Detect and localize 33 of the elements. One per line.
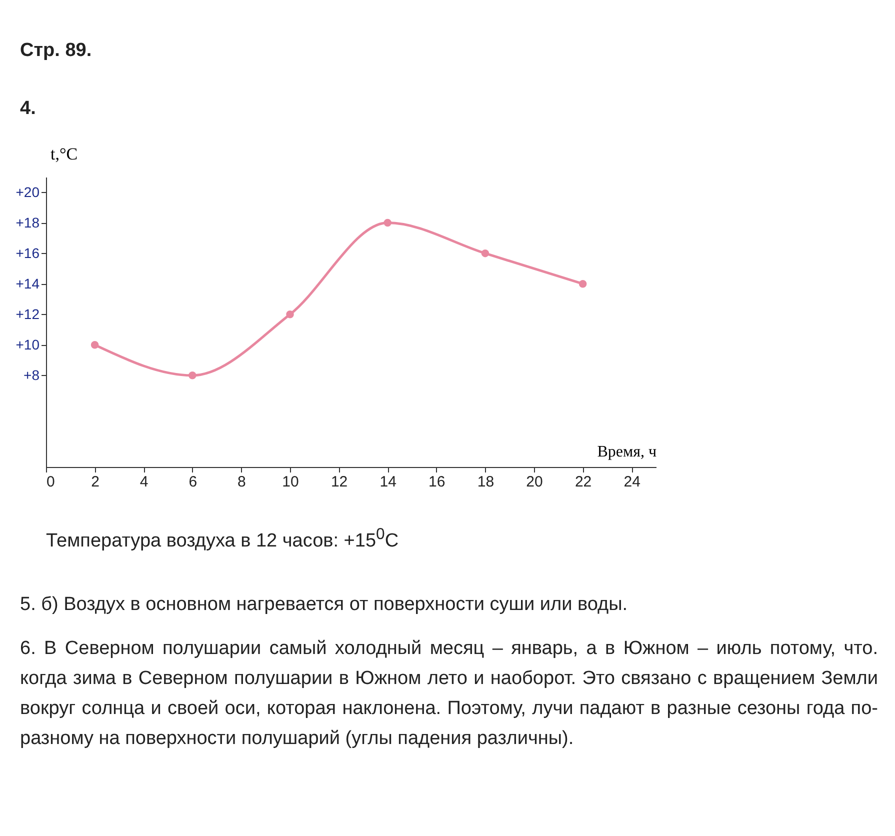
x-tick-label: 16 — [428, 474, 446, 490]
y-tick-label: +20 — [16, 184, 40, 200]
x-tick-label: 12 — [330, 474, 348, 490]
y-tick-label: +16 — [16, 244, 40, 261]
point — [286, 310, 294, 318]
y-tick-label: +14 — [16, 275, 40, 292]
point — [188, 372, 196, 380]
y-tick-label: +10 — [16, 336, 40, 352]
point — [481, 249, 490, 258]
text: Температура воздуха в 12 часов: +15$^{0}$C — [46, 525, 400, 554]
text: 6. В Северном полушарии самый холодный месяц – январь, а в Южном – июль потому, что. когда зима в Северном полушарии в Южном лето и наоборот. Это связано с вращением Земли вокруг солнца и своей оси, которая наклонена. Поэтому, лучи падают в разные сезоны года по-разному на поверхности полушарий (углы падения различны). — [20, 637, 878, 752]
x-tick-label: 18 — [477, 474, 494, 490]
x-tick-label: 2 — [91, 474, 100, 490]
chart-subtitle: 4. — [20, 98, 36, 120]
x-tick-label: 0 — [46, 474, 55, 490]
x-tick-label: 20 — [526, 474, 543, 490]
x-tick-label: 6 — [188, 474, 198, 490]
x-axis-title: Время, ч — [597, 444, 656, 460]
chart-title: Стр. 89. — [20, 40, 92, 62]
x-tick-label: 10 — [282, 474, 299, 490]
point — [90, 341, 99, 349]
x-tick-label: 14 — [380, 474, 396, 490]
x-tick-label: 22 — [574, 474, 592, 490]
y-tick-label: +12 — [16, 306, 40, 322]
x-tick-label: 4 — [140, 474, 148, 490]
y-tick-label: +8 — [24, 366, 40, 383]
point — [578, 280, 587, 288]
y-tick-label: +18 — [16, 214, 40, 230]
x-tick-label: 8 — [238, 474, 246, 490]
y-axis-title: t,°C — [50, 144, 78, 164]
x-tick-label: 24 — [624, 474, 640, 490]
text: 5. б) Воздух в основном нагревается от поверхности суши или воды. — [20, 593, 629, 618]
point — [384, 218, 392, 227]
